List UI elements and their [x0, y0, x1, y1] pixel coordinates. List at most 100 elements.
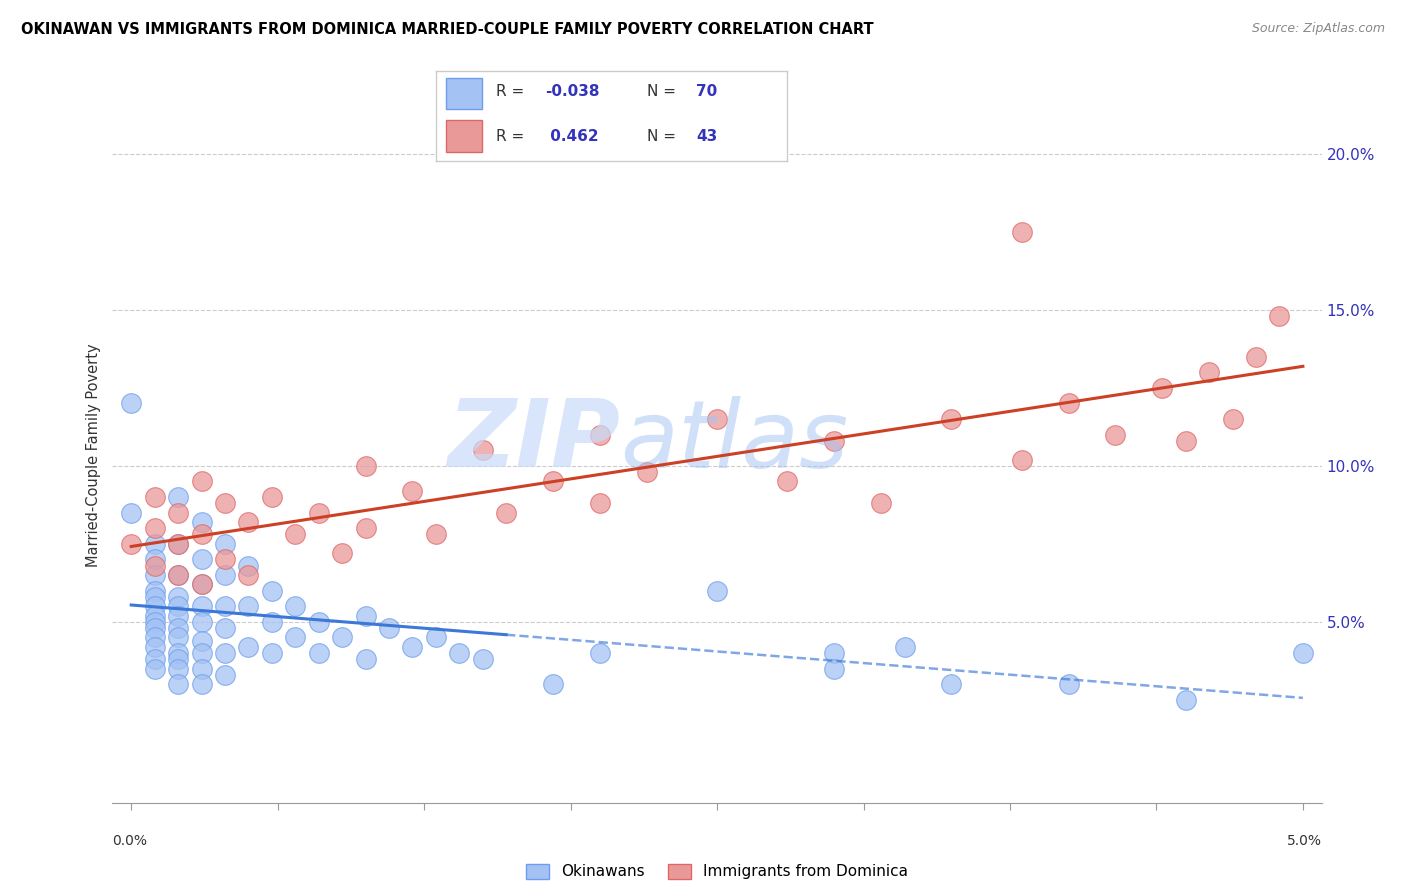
Point: [167, 677, 190, 691]
Point: [941, 677, 963, 691]
Point: [143, 662, 166, 676]
Text: Source: ZipAtlas.com: Source: ZipAtlas.com: [1251, 22, 1385, 36]
Point: [143, 631, 166, 645]
Point: [190, 527, 212, 541]
Point: [284, 527, 307, 541]
Text: R =: R =: [496, 84, 529, 99]
Point: [308, 646, 330, 660]
Point: [190, 577, 212, 591]
Point: [260, 646, 283, 660]
Point: [1292, 646, 1315, 660]
Point: [238, 515, 260, 529]
Point: [190, 515, 212, 529]
Point: [354, 652, 377, 666]
Text: 0.462: 0.462: [546, 128, 599, 144]
Point: [190, 615, 212, 629]
Point: [471, 443, 494, 458]
Point: [238, 640, 260, 654]
Point: [1174, 434, 1197, 448]
Point: [143, 599, 166, 614]
Point: [471, 652, 494, 666]
Point: [143, 583, 166, 598]
Point: [449, 646, 471, 660]
Point: [706, 412, 728, 426]
Point: [1244, 350, 1267, 364]
Point: [495, 506, 517, 520]
Point: [354, 458, 377, 473]
Point: [308, 615, 330, 629]
Point: [143, 568, 166, 582]
Point: [636, 465, 658, 479]
Point: [1268, 309, 1291, 323]
Text: N =: N =: [647, 128, 681, 144]
Point: [238, 599, 260, 614]
Point: [167, 662, 190, 676]
Point: [167, 490, 190, 504]
Point: [143, 652, 166, 666]
Point: [214, 537, 236, 551]
Point: [308, 506, 330, 520]
Point: [214, 552, 236, 566]
Point: [167, 568, 190, 582]
Point: [330, 631, 353, 645]
Text: 70: 70: [696, 84, 717, 99]
Point: [378, 621, 401, 635]
Point: [284, 599, 307, 614]
Bar: [447, 120, 482, 152]
Point: [425, 527, 447, 541]
Y-axis label: Married-Couple Family Poverty: Married-Couple Family Poverty: [86, 343, 101, 566]
Point: [167, 608, 190, 623]
Point: [706, 583, 728, 598]
Point: [143, 615, 166, 629]
Point: [284, 631, 307, 645]
Point: [1011, 452, 1033, 467]
Text: atlas: atlas: [620, 395, 849, 486]
Point: [190, 677, 212, 691]
Point: [120, 506, 142, 520]
Point: [167, 537, 190, 551]
Point: [143, 621, 166, 635]
Point: [190, 646, 212, 660]
Point: [190, 552, 212, 566]
Point: [260, 490, 283, 504]
Text: R =: R =: [496, 128, 529, 144]
Point: [214, 568, 236, 582]
Point: [167, 590, 190, 604]
Point: [425, 631, 447, 645]
Point: [214, 496, 236, 510]
Text: ZIP: ZIP: [447, 395, 620, 487]
Point: [941, 412, 963, 426]
Point: [589, 646, 612, 660]
Point: [143, 537, 166, 551]
Point: [143, 558, 166, 573]
Legend: Okinawans, Immigrants from Dominica: Okinawans, Immigrants from Dominica: [520, 857, 914, 886]
Point: [776, 475, 799, 489]
Point: [893, 640, 915, 654]
Point: [354, 608, 377, 623]
Point: [167, 631, 190, 645]
Point: [823, 662, 845, 676]
Point: [330, 546, 353, 560]
Point: [167, 599, 190, 614]
Text: 5.0%: 5.0%: [1286, 834, 1322, 848]
Bar: [447, 78, 482, 109]
Point: [190, 599, 212, 614]
Point: [260, 615, 283, 629]
Point: [214, 646, 236, 660]
Point: [823, 434, 845, 448]
Point: [214, 621, 236, 635]
Text: OKINAWAN VS IMMIGRANTS FROM DOMINICA MARRIED-COUPLE FAMILY POVERTY CORRELATION C: OKINAWAN VS IMMIGRANTS FROM DOMINICA MAR…: [21, 22, 873, 37]
Point: [167, 646, 190, 660]
Point: [167, 621, 190, 635]
Point: [401, 483, 423, 498]
Point: [190, 475, 212, 489]
Point: [167, 652, 190, 666]
Point: [1057, 677, 1080, 691]
Point: [214, 668, 236, 682]
Text: N =: N =: [647, 84, 681, 99]
Point: [143, 640, 166, 654]
Point: [1198, 365, 1220, 379]
Point: [541, 475, 564, 489]
Point: [870, 496, 893, 510]
Text: -0.038: -0.038: [546, 84, 599, 99]
